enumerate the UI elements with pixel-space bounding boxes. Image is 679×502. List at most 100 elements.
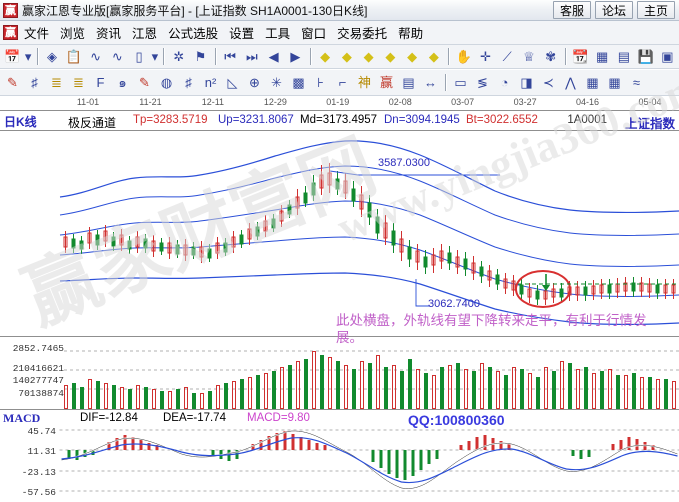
report-icon[interactable]: ▤ [617, 49, 631, 64]
hand-pan-icon[interactable]: ✋ [455, 49, 472, 64]
zoom-diamond-3-icon[interactable]: ◆ [363, 49, 374, 64]
save-disk-icon[interactable]: 💾 [637, 49, 654, 64]
calculator-icon[interactable]: ▦ [596, 49, 609, 64]
macd-pane[interactable]: 45.74 11.31 -23.13 -57.56 [0, 426, 679, 502]
menu-item-gann[interactable]: 江恩 [132, 27, 158, 41]
highlight-ellipse [515, 270, 571, 308]
crosshair-icon[interactable]: ✛ [479, 49, 491, 64]
menu-item-help[interactable]: 帮助 [398, 27, 424, 41]
zoom-diamond-1-icon[interactable]: ◆ [320, 49, 331, 64]
toolbar-drawing: ✎ ♯ ≣ ≣ F ๑ ✎ ◍ ♯ n² ◺ ⊕ ✳ ▩ ⊦ ⌐ 神赢 ▤ ↔ ▭ ≶ ◔ ◨ ≺ ⋀ ▦ ▦ ≈ [0, 70, 679, 96]
wave-3-icon[interactable]: ∿ [90, 49, 101, 64]
shen-text-icon[interactable]: 神 [357, 75, 371, 90]
volume-axis-label-3: 70138874 [18, 388, 64, 399]
down-arrow-marker [542, 274, 550, 291]
zoom-diamond-2-icon[interactable]: ◆ [341, 49, 352, 64]
candle-single-icon[interactable]: ▯ [135, 49, 143, 64]
arrows-h-icon[interactable]: ↔ [424, 75, 437, 90]
symbol-name: 上证指数 [624, 117, 675, 131]
menu-item-browse[interactable]: 浏览 [60, 27, 86, 41]
menu-item-settings[interactable]: 设置 [229, 27, 255, 41]
gold-ratio-2-icon[interactable]: ≣ [73, 75, 84, 90]
volume-axis-label-1: 210416621 [12, 363, 64, 374]
first-page-icon[interactable]: ⏮ [224, 49, 236, 64]
menu-item-window[interactable]: 窗口 [301, 27, 327, 41]
low-tag-leader [415, 279, 430, 307]
document-icon[interactable]: 📋 [65, 49, 82, 64]
fan-lines-icon[interactable]: ≶ [477, 75, 488, 90]
pencil-fan-icon[interactable]: ✎ [139, 75, 150, 90]
brain-icon[interactable]: ✾ [545, 49, 557, 64]
macd-axis-label-0: 45.74 [27, 426, 56, 437]
flag-chart-icon[interactable]: ⚑ [194, 49, 207, 64]
gann-wheel-icon[interactable]: ✲ [173, 49, 185, 64]
menu-item-news[interactable]: 资讯 [96, 27, 122, 41]
zoom-diamond-5-icon[interactable]: ◆ [407, 49, 418, 64]
grid-columns-icon[interactable]: ♯ [185, 75, 192, 90]
price-tag-high: 3587.0300 [378, 157, 430, 169]
star-burst-icon[interactable]: ✳ [271, 75, 282, 90]
angle-icon[interactable]: ◺ [227, 75, 238, 90]
measure-icon[interactable]: ⊦ [317, 75, 324, 90]
menu-item-tools[interactable]: 工具 [265, 27, 291, 41]
zoom-diamond-4-icon[interactable]: ◆ [385, 49, 396, 64]
next-icon[interactable]: ▶ [290, 49, 301, 64]
homepage-button[interactable]: 主页 [637, 1, 675, 19]
menu-item-file[interactable]: 文件 [24, 27, 50, 41]
param-dn: Dn=3094.1945 [384, 114, 460, 126]
dropdown-arrow2-icon[interactable]: ▾ [151, 49, 159, 64]
cloud-icon[interactable]: ♕ [523, 49, 535, 64]
parallel-lines-icon[interactable]: ≈ [632, 75, 641, 90]
macd-axis-label-2: -23.13 [21, 467, 56, 478]
volume-bars [64, 351, 676, 409]
forum-button[interactable]: 论坛 [595, 1, 633, 19]
grid-b-icon[interactable]: ▦ [608, 75, 621, 90]
table-grid-icon[interactable]: ▤ [402, 75, 415, 90]
customer-service-button[interactable]: 客服 [553, 1, 591, 19]
prev-icon[interactable]: ◀ [268, 49, 279, 64]
toolbar-separator [163, 48, 166, 65]
dropdown-arrow-icon[interactable]: ▾ [24, 49, 32, 64]
box-fan-icon[interactable]: ◨ [520, 75, 533, 90]
fan-f-icon[interactable]: F [96, 75, 105, 90]
ying-text-icon[interactable]: 赢 [379, 75, 393, 90]
indicator-name-label: 极反通道 [68, 116, 117, 130]
macd-indicator-title: MACD [3, 411, 41, 425]
volume-pane[interactable]: 2852.7465 210416621 140277747 70138874 [0, 336, 679, 409]
date-axis: 11-01 11-21 12-11 12-29 01-19 02-08 03-07 03-27… [0, 96, 679, 110]
square-grid-icon[interactable]: ▩ [292, 75, 305, 90]
circle-grid-icon[interactable]: ◍ [160, 75, 173, 90]
pencil-draw-icon[interactable]: ✎ [7, 75, 18, 90]
macd-dea-value: DEA=-17.74 [163, 412, 226, 424]
chart-area[interactable]: 11-01 11-21 12-11 12-29 01-19 02-08 03-07 03-27… [0, 96, 679, 502]
date-tick-7: 03-27 [513, 97, 537, 107]
n-squared-icon[interactable]: n² [204, 75, 217, 90]
grid-lines-icon[interactable]: ♯ [31, 75, 38, 90]
quote-mark-icon[interactable]: ⌐ [338, 75, 347, 90]
rect-draw-icon[interactable]: ▭ [454, 75, 467, 90]
macd-dea-line [61, 437, 678, 484]
gold-ratio-1-icon[interactable]: ≣ [51, 75, 62, 90]
zoom-diamond-6-icon[interactable]: ◆ [428, 49, 439, 64]
network-chart-icon[interactable]: ◈ [47, 49, 58, 64]
price-pane[interactable]: 3587.0300 3062.7400 [0, 131, 679, 336]
toolbar-separator [448, 48, 451, 65]
calendar-period-icon[interactable]: 📅 [4, 49, 21, 64]
menu-item-trade-entrust[interactable]: 交易委托 [337, 27, 388, 41]
export-icon[interactable]: ▣ [661, 49, 674, 64]
spiral-icon[interactable]: ๑ [118, 75, 127, 90]
symbol-code: 1A0001 [567, 114, 607, 126]
wave-9-icon[interactable]: ∿ [111, 49, 123, 64]
volume-chart-svg [64, 350, 679, 409]
zigzag-icon[interactable]: ⋀ [565, 75, 576, 90]
trend-lines-icon[interactable]: ≺ [543, 75, 554, 90]
window-title: 赢家江恩专业版[赢家服务平台] - [上证指数 SH1A0001-130日K线] [22, 3, 368, 18]
date-tick-2: 12-11 [201, 97, 225, 107]
gann-fan-icon[interactable]: ◔ [500, 75, 509, 90]
draw-line-icon[interactable]: ⟋ [502, 49, 512, 64]
grid-a-icon[interactable]: ▦ [586, 75, 599, 90]
calendar-21-icon[interactable]: 📆 [572, 49, 589, 64]
last-page-icon[interactable]: ⏭ [246, 49, 258, 64]
menu-item-formula-stock-pick[interactable]: 公式选股 [168, 27, 219, 41]
target-circle-icon[interactable]: ⊕ [249, 75, 260, 90]
